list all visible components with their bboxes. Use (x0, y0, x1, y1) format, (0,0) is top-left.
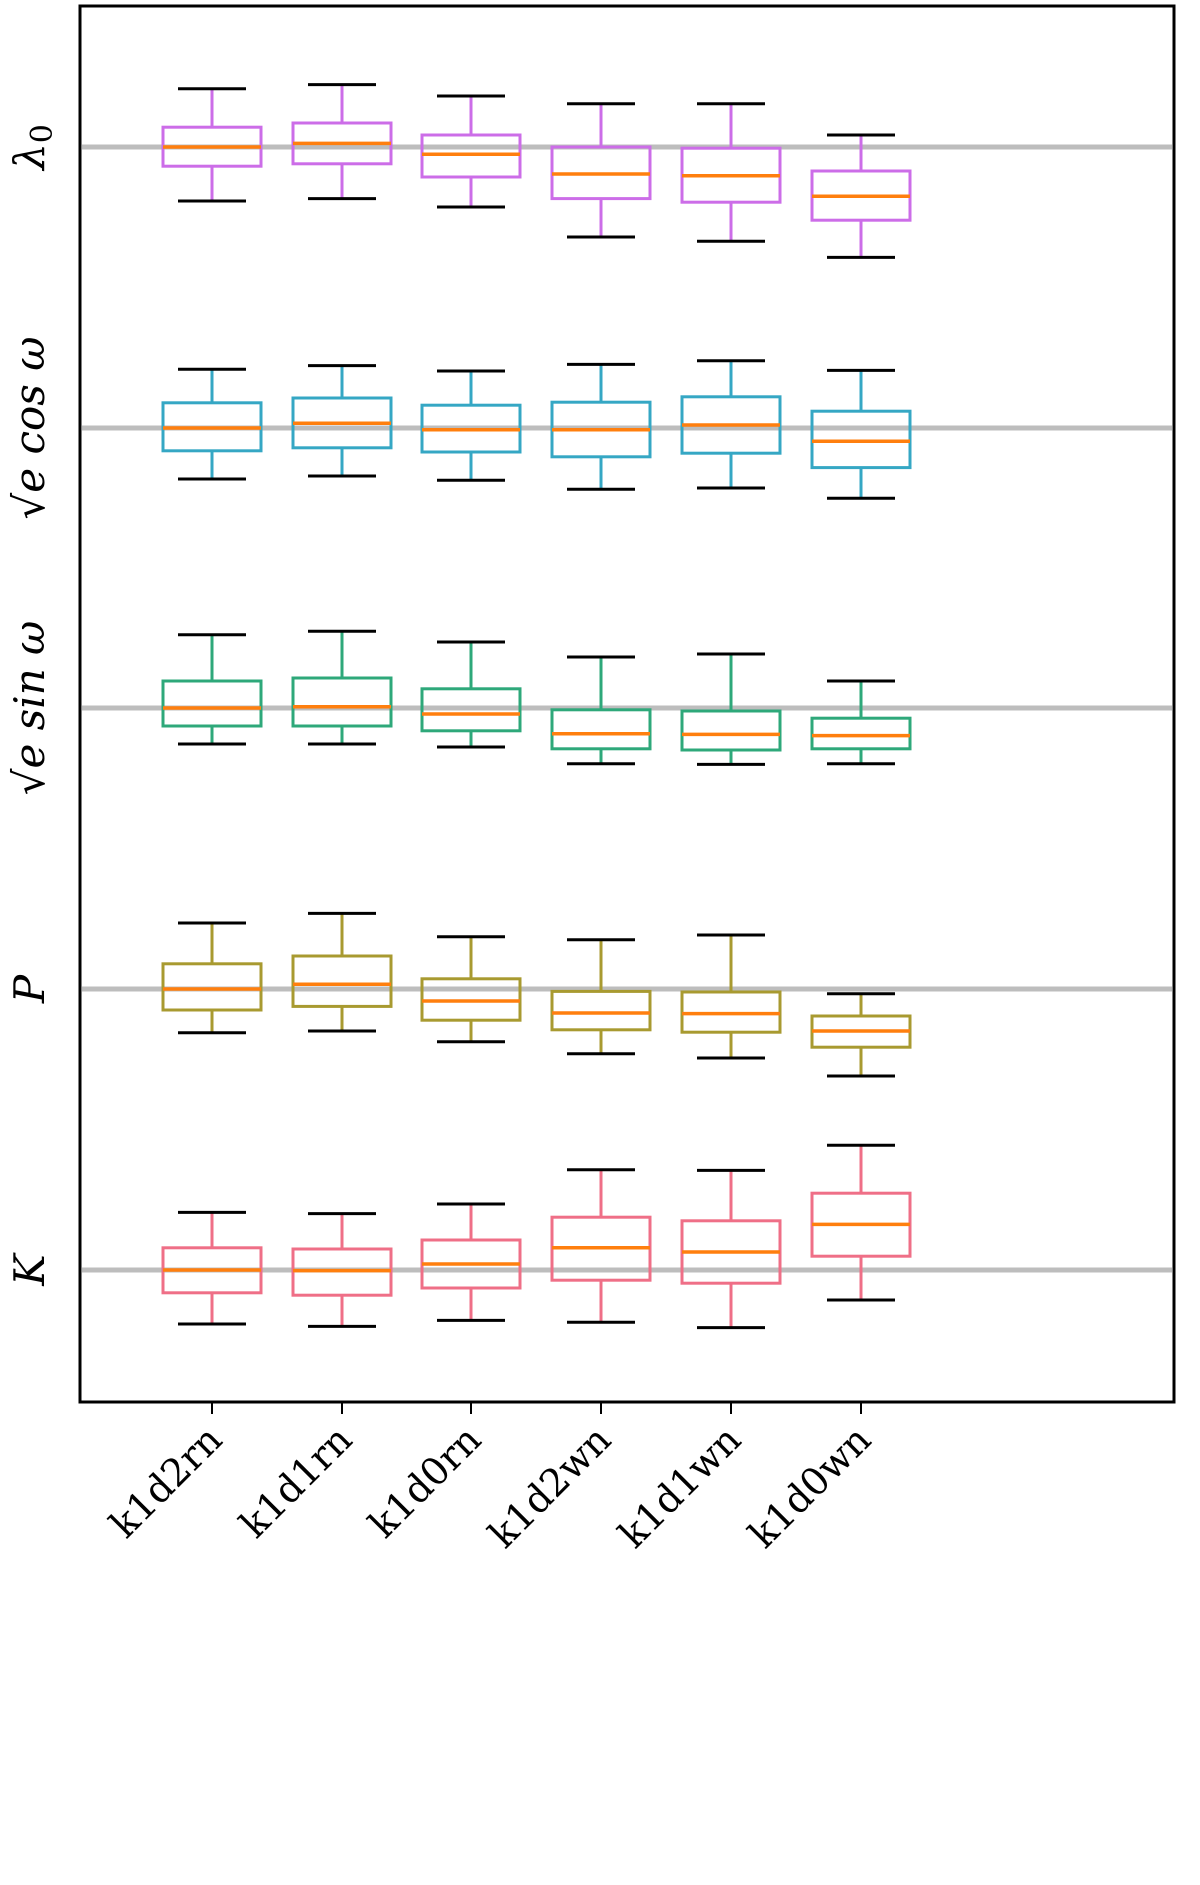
iqr-box (291, 676, 393, 728)
iqr-box (810, 409, 912, 470)
box-k1d0wn (810, 133, 912, 259)
box-k1d0wn (810, 992, 912, 1078)
box-k1d2wn (550, 1168, 652, 1324)
box-k1d2wn (550, 102, 652, 239)
box-k1d1wn (680, 933, 782, 1060)
box-k1d1rn (291, 364, 393, 478)
box-k1d2rn (161, 87, 263, 203)
box-k1d1wn (680, 102, 782, 243)
iqr-box (550, 989, 652, 1032)
box-k1d2rn (161, 921, 263, 1035)
box-k1d1rn (291, 1212, 393, 1328)
y-label-1: λ0 (5, 124, 60, 172)
iqr-box (291, 954, 393, 1008)
box-k1d1rn (291, 83, 393, 201)
y-label-3: √e sin ω (5, 621, 54, 796)
box-k1d0wn (810, 679, 912, 766)
box-k1d0rn (420, 369, 522, 482)
box-k1d2wn (550, 938, 652, 1056)
iqr-box (420, 133, 522, 179)
x-tick-label: k1d0rn (360, 1417, 489, 1546)
box-groups (161, 83, 912, 1330)
x-tick-label: k1d1wn (610, 1417, 749, 1556)
box-k1d2wn (550, 362, 652, 491)
box-k1d0rn (420, 640, 522, 749)
box-k1d1rn (291, 911, 393, 1033)
box-k1d1wn (680, 1168, 782, 1330)
parameter-row (161, 1143, 912, 1330)
x-tick-label: k1d2wn (480, 1417, 619, 1556)
iqr-box (680, 709, 782, 752)
x-tick-label: k1d0wn (740, 1417, 879, 1556)
y-label-2: √e cos ω (5, 337, 54, 520)
iqr-box (161, 962, 263, 1012)
parameter-row (161, 359, 912, 500)
x-tick-label: k1d1rn (231, 1417, 360, 1546)
y-label-5: K (5, 1252, 54, 1287)
iqr-box (810, 716, 912, 751)
box-k1d2rn (161, 367, 263, 481)
y-axis-labels: λ0 √e cos ω √e sin ω P K (5, 124, 60, 1287)
box-k1d0rn (420, 94, 522, 209)
plot-frame (78, 4, 1176, 1404)
parameter-row (161, 629, 912, 766)
iqr-box (420, 687, 522, 733)
iqr-box (161, 679, 263, 728)
iqr-box (550, 708, 652, 751)
box-k1d1wn (680, 652, 782, 766)
box-k1d2rn (161, 1210, 263, 1326)
y-label-4: P (5, 974, 54, 1004)
parameter-row (161, 911, 912, 1078)
box-k1d0wn (810, 1143, 912, 1302)
box-k1d2rn (161, 633, 263, 746)
x-tick-label: k1d2rn (101, 1417, 230, 1546)
box-k1d0wn (810, 368, 912, 500)
reference-lines (82, 144, 1172, 1273)
box-k1d1rn (291, 629, 393, 746)
box-k1d2wn (550, 655, 652, 766)
box-k1d1wn (680, 359, 782, 490)
box-k1d0rn (420, 1202, 522, 1322)
parameter-row (161, 83, 912, 259)
box-k1d0rn (420, 935, 522, 1044)
